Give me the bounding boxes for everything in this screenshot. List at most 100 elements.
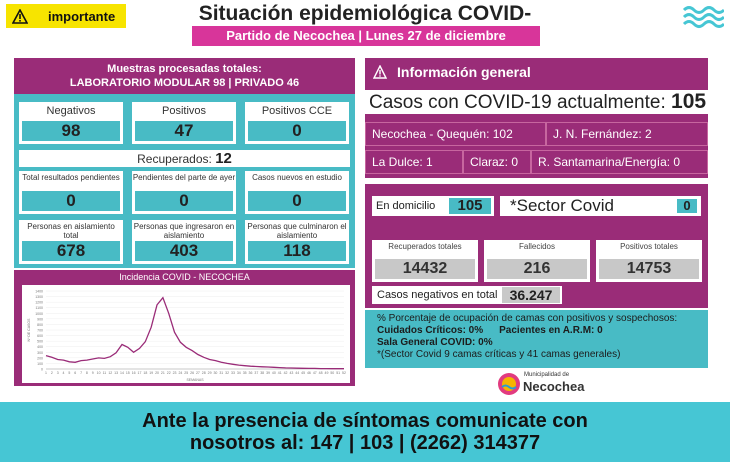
x-tick-label: 8 (86, 371, 88, 375)
y-tick-label: 1300 (35, 295, 43, 299)
x-tick-label: 37 (254, 371, 258, 375)
x-tick-label: 25 (184, 371, 188, 375)
casos-nuevos-label: Casos nuevos en estudio (252, 173, 342, 182)
claraz-cell: Claraz: 0 (463, 150, 531, 174)
aislamiento-total-value: 678 (22, 241, 120, 261)
x-tick-label: 49 (325, 371, 329, 375)
y-tick-label: 700 (37, 329, 43, 333)
x-axis-label: SEMANAS (186, 378, 204, 382)
x-tick-label: 4 (63, 371, 65, 375)
x-tick-label: 28 (202, 371, 206, 375)
necochea-emblem-icon (498, 373, 520, 395)
culminaron-label: Personas que culminaron el aislamiento (247, 222, 347, 240)
x-tick-label: 14 (120, 371, 124, 375)
negativos-value: 98 (22, 121, 120, 141)
positivos-card: Positivos 47 (132, 102, 236, 144)
recuperados-label: Recuperados: (137, 152, 212, 166)
aislamiento-total-label: Personas en aislamiento total (27, 222, 115, 240)
fallecidos-card: Fallecidos 216 (484, 240, 590, 282)
badge-label: importante (48, 8, 116, 24)
x-tick-label: 11 (103, 371, 107, 375)
beds-arm: Pacientes en A.R.M: 0 (499, 325, 603, 336)
footer-line1: Ante la presencia de síntomas comunicate… (142, 410, 588, 432)
logo-line2: Necochea (523, 379, 585, 394)
samples-header: Muestras procesadas totales: LABORATORIO… (14, 58, 355, 94)
x-tick-label: 44 (295, 371, 299, 375)
ingresaron-card: Personas que ingresaron en aislamiento 4… (132, 220, 236, 264)
x-tick-label: 16 (132, 371, 136, 375)
x-tick-label: 42 (284, 371, 288, 375)
la-dulce-cell: La Dulce: 1 (365, 150, 463, 174)
casos-nuevos-value: 0 (248, 191, 346, 211)
x-tick-label: 34 (237, 371, 241, 375)
x-tick-label: 20 (155, 371, 159, 375)
x-tick-label: 48 (319, 371, 323, 375)
x-tick-label: 36 (249, 371, 253, 375)
y-tick-label: 600 (37, 334, 43, 338)
x-tick-label: 22 (167, 371, 171, 375)
x-tick-label: 35 (243, 371, 247, 375)
x-tick-label: 38 (260, 371, 264, 375)
x-tick-label: 43 (289, 371, 293, 375)
positivos-cce-card: Positivos CCE 0 (245, 102, 349, 144)
beds-cuidados: Cuidados Críticos: 0% (377, 325, 484, 336)
x-tick-label: 27 (196, 371, 200, 375)
beds-panel: % Porcentaje de ocupación de camas con p… (365, 310, 708, 368)
positivos-cce-value: 0 (248, 121, 346, 141)
x-tick-label: 24 (178, 371, 182, 375)
municipality-logo: Municipalidad de Necochea (497, 370, 584, 398)
positivos-value: 47 (135, 121, 233, 141)
beds-note: *(Sector Covid 9 camas críticas y 41 cam… (377, 349, 621, 360)
x-tick-label: 18 (143, 371, 147, 375)
x-tick-label: 10 (97, 371, 101, 375)
culminaron-card: Personas que culminaron el aislamiento 1… (245, 220, 349, 264)
ingresaron-label: Personas que ingresaron en aislamiento (133, 222, 235, 240)
x-tick-label: 15 (126, 371, 130, 375)
x-tick-label: 39 (266, 371, 270, 375)
waves-icon (682, 6, 724, 28)
domicilio-value: 105 (449, 198, 491, 214)
recuperados-totales-label: Recuperados totales (388, 242, 462, 251)
y-tick-label: 400 (37, 345, 43, 349)
y-tick-label: 800 (37, 323, 43, 327)
x-tick-label: 12 (108, 371, 112, 375)
recuperados-totales-card: Recuperados totales 14432 (372, 240, 478, 282)
warning-icon (373, 65, 387, 79)
fallecidos-label: Fallecidos (518, 242, 555, 251)
sector-covid-value: 0 (677, 199, 697, 213)
aislamiento-total-card: Personas en aislamiento total 678 (19, 220, 123, 264)
page-subtitle: Partido de Necochea | Lunes 27 de diciem… (192, 26, 540, 46)
y-tick-label: 300 (37, 351, 43, 355)
samples-header-line1: Muestras procesadas totales: (107, 63, 262, 75)
y-tick-label: 1100 (35, 306, 43, 310)
pendientes-label: Total resultados pendientes (22, 173, 120, 182)
x-tick-label: 3 (57, 371, 59, 375)
fallecidos-value: 216 (487, 259, 587, 279)
recuperados-bar: Recuperados: 12 (19, 150, 350, 167)
casos-actuales-value: 105 (671, 90, 707, 113)
pendientes-ayer-card: Pendientes del parte de ayer 0 (132, 171, 236, 214)
positivos-label: Positivos (161, 105, 207, 117)
casos-nuevos-card: Casos nuevos en estudio 0 (245, 171, 349, 214)
x-tick-label: 9 (92, 371, 94, 375)
logo-line1: Municipalidad de (524, 372, 570, 378)
pendientes-value: 0 (22, 191, 120, 211)
x-tick-label: 50 (330, 371, 334, 375)
positivos-totales-value: 14753 (599, 259, 699, 279)
negativos-total-value: 36.247 (502, 287, 560, 303)
santamarina-cell: R. Santamarina/Energía: 0 (531, 150, 708, 174)
casos-actuales-bar: Casos con COVID-19 actualmente: 105 (365, 90, 708, 114)
negativos-card: Negativos 98 (19, 102, 123, 144)
positivos-cce-label: Positivos CCE (261, 105, 333, 117)
x-tick-label: 33 (231, 371, 235, 375)
x-tick-label: 41 (278, 371, 282, 375)
beds-title: % Porcentaje de ocupación de camas con p… (377, 313, 678, 324)
beds-sala: Sala General COVID: 0% (377, 337, 493, 348)
casos-actuales-label: Casos con COVID-19 actualmente: (369, 92, 666, 113)
sector-covid-label: *Sector Covid (510, 196, 614, 215)
y-tick-label: 1400 (35, 290, 43, 294)
x-tick-label: 1 (45, 371, 47, 375)
positivos-totales-card: Positivos totales 14753 (596, 240, 702, 282)
pendientes-ayer-value: 0 (135, 191, 233, 211)
